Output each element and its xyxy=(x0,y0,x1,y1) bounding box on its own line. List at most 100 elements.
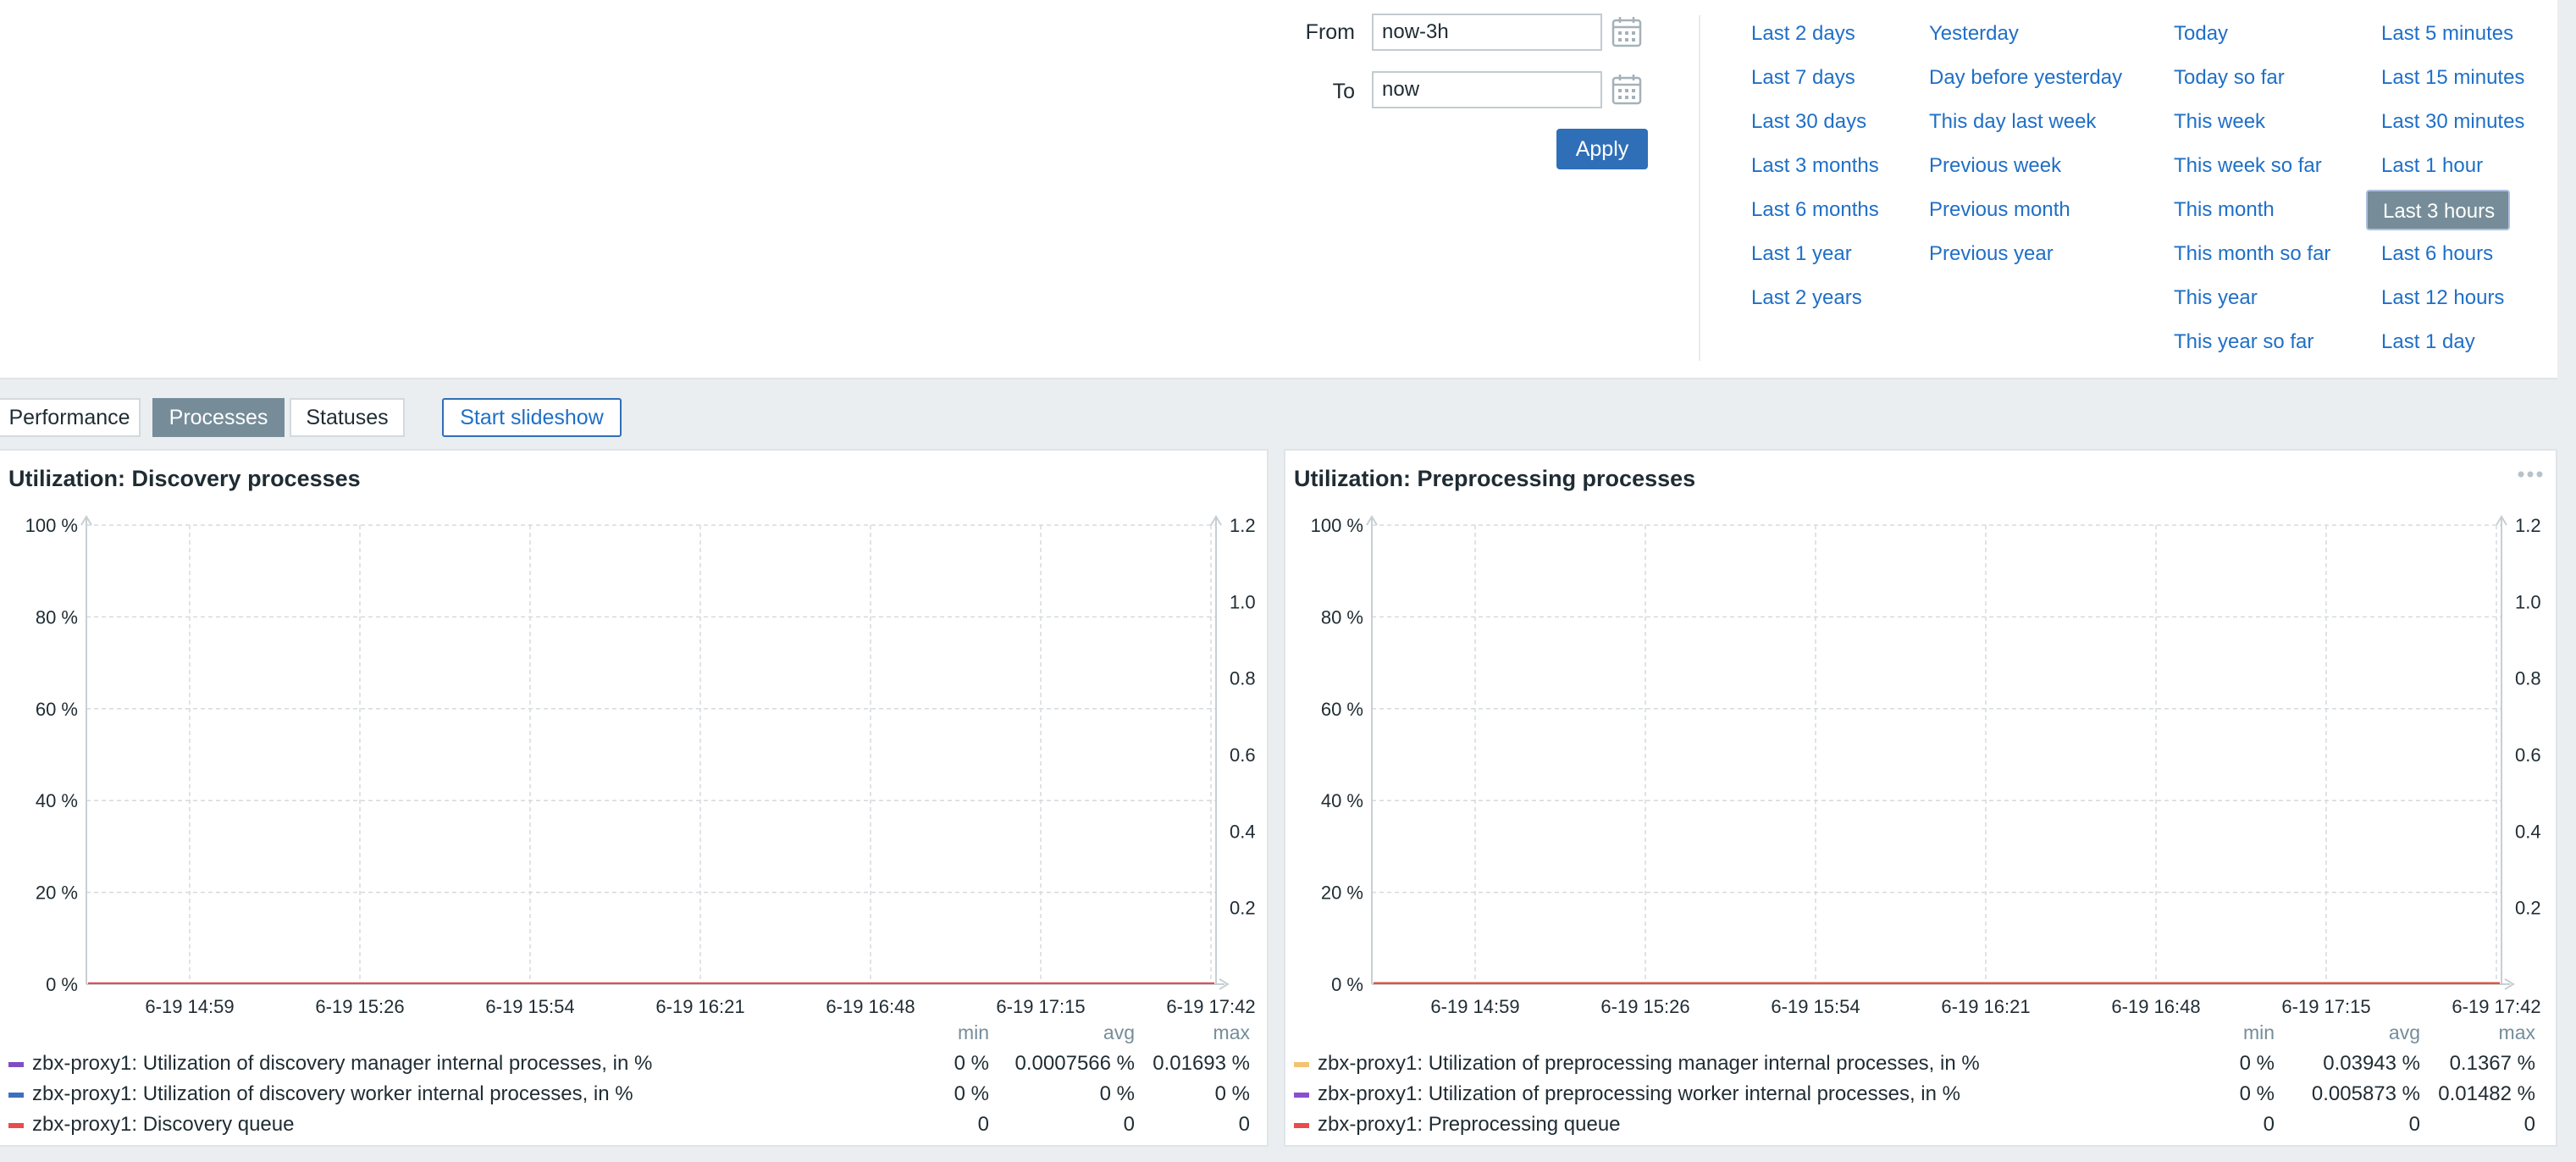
legend-value-max: 0 xyxy=(1238,1113,1250,1136)
y-right-tick-label: 0.6 xyxy=(2515,744,2541,766)
tab-statuses[interactable]: Statuses xyxy=(290,398,405,437)
legend-row: zbx-proxy1: Utilization of discovery man… xyxy=(8,1052,1250,1082)
legend-swatch xyxy=(1294,1123,1309,1128)
quick-range-this-week[interactable]: This week xyxy=(2174,110,2266,133)
widget-title: Utilization: Discovery processes xyxy=(8,466,361,491)
tab-performance[interactable]: Performance xyxy=(0,398,141,437)
y-left-tick-label: 100 % xyxy=(1311,515,1363,536)
quick-range-this-week-so-far[interactable]: This week so far xyxy=(2174,154,2322,177)
y-right-tick-label: 0.8 xyxy=(2515,668,2541,689)
quick-range-last-1-year[interactable]: Last 1 year xyxy=(1751,242,1852,265)
time-selector-divider xyxy=(1699,15,1700,361)
legend-value-min: 0 xyxy=(2263,1113,2275,1136)
quick-range-last-15-minutes[interactable]: Last 15 minutes xyxy=(2381,66,2525,89)
y-left-tick-label: 60 % xyxy=(1321,699,1363,720)
quick-range-previous-year[interactable]: Previous year xyxy=(1929,242,2054,265)
quick-range-last-12-hours[interactable]: Last 12 hours xyxy=(2381,286,2505,309)
y-right-tick-label: 0.4 xyxy=(2515,821,2541,842)
legend-row: zbx-proxy1: Utilization of preprocessing… xyxy=(1294,1082,2535,1113)
legend-series-name: zbx-proxy1: Utilization of discovery man… xyxy=(32,1052,653,1075)
quick-range-last-30-minutes[interactable]: Last 30 minutes xyxy=(2381,110,2525,133)
y-left-tick-label: 80 % xyxy=(36,606,78,628)
x-tick-label: 6-19 15:54 xyxy=(485,996,574,1017)
y-right-tick-label: 0.6 xyxy=(1230,744,1256,766)
from-input[interactable] xyxy=(1372,14,1602,51)
from-calendar-icon[interactable] xyxy=(1611,15,1643,49)
quick-range-today-so-far[interactable]: Today so far xyxy=(2174,66,2285,89)
legend-header-min: min xyxy=(2242,1021,2275,1043)
y-left-tick-label: 20 % xyxy=(1321,883,1363,904)
to-calendar-icon[interactable] xyxy=(1611,73,1643,107)
legend-series-name: zbx-proxy1: Utilization of preprocessing… xyxy=(1318,1082,1960,1105)
legend-header-avg: avg xyxy=(1103,1021,1135,1043)
legend-value-avg: 0 xyxy=(2408,1113,2420,1136)
quick-range-last-2-days[interactable]: Last 2 days xyxy=(1751,22,1855,45)
quick-range-previous-month[interactable]: Previous month xyxy=(1929,198,2070,221)
legend-value-avg: 0.0007566 % xyxy=(1014,1052,1135,1075)
apply-button[interactable]: Apply xyxy=(1556,129,1648,169)
quick-range-last-30-days[interactable]: Last 30 days xyxy=(1751,110,1867,133)
legend-series-name: zbx-proxy1: Utilization of discovery wor… xyxy=(32,1082,633,1105)
quick-range-day-before-yesterday[interactable]: Day before yesterday xyxy=(1929,66,2123,89)
y-left-tick-label: 40 % xyxy=(36,790,78,811)
y-left-tick-label: 0 % xyxy=(1331,974,1363,995)
quick-range-last-3-months[interactable]: Last 3 months xyxy=(1751,154,1879,177)
legend-value-avg: 0.03943 % xyxy=(2323,1052,2420,1075)
legend-row: zbx-proxy1: Utilization of preprocessing… xyxy=(1294,1052,2535,1082)
quick-range-column-days: Last 2 days Last 7 days Last 30 days Last 3… xyxy=(1751,19,1879,327)
legend-swatch xyxy=(8,1123,24,1128)
tab-processes[interactable]: Processes xyxy=(152,398,285,437)
quick-range-this-year[interactable]: This year xyxy=(2174,286,2258,309)
y-left-axis-arrow xyxy=(80,515,92,526)
quick-range-last-1-hour[interactable]: Last 1 hour xyxy=(2381,154,2484,177)
quick-range-yesterday[interactable]: Yesterday xyxy=(1929,22,2019,45)
quick-range-this-day-last-week[interactable]: This day last week xyxy=(1929,110,2097,133)
graph-discovery: 0 % 20 % 40 % 60 % 80 % 100 % 6-19 14:59 6-19 1… xyxy=(25,515,1256,1017)
x-axis-arrow xyxy=(1219,978,1230,990)
y-right-tick-label: 0.4 xyxy=(1230,821,1256,842)
from-label: From xyxy=(1305,20,1355,44)
quick-range-last-6-months[interactable]: Last 6 months xyxy=(1751,198,1879,221)
quick-range-this-year-so-far[interactable]: This year so far xyxy=(2174,330,2314,353)
quick-range-this-month-so-far[interactable]: This month so far xyxy=(2174,242,2331,265)
legend-value-max: 0 xyxy=(2523,1113,2535,1136)
quick-range-last-5-minutes[interactable]: Last 5 minutes xyxy=(2381,22,2514,45)
y-right-tick-label: 1.2 xyxy=(2515,515,2541,536)
legend-value-max: 0 % xyxy=(1214,1082,1250,1105)
quick-range-last-6-hours[interactable]: Last 6 hours xyxy=(2381,242,2494,265)
legend-value-max: 0.01482 % xyxy=(2438,1082,2535,1105)
quick-range-today[interactable]: Today xyxy=(2174,22,2229,45)
quick-range-this-month[interactable]: This month xyxy=(2174,198,2275,221)
quick-range-column-previous: Yesterday Day before yesterday This day la… xyxy=(1929,19,2122,283)
x-tick-label: 6-19 15:54 xyxy=(1771,996,1860,1017)
legend-series-name: zbx-proxy1: Utilization of preprocessing… xyxy=(1318,1052,1980,1075)
to-input[interactable] xyxy=(1372,71,1602,108)
x-tick-label: 6-19 16:21 xyxy=(1941,996,2030,1017)
quick-range-last-7-days[interactable]: Last 7 days xyxy=(1751,66,1855,89)
legend-value-min: 0 % xyxy=(954,1052,989,1075)
widget-menu-icon[interactable] xyxy=(2517,469,2544,479)
quick-range-last-3-hours[interactable]: Last 3 hours xyxy=(2366,190,2510,230)
x-tick-label: 6-19 14:59 xyxy=(145,996,234,1017)
y-right-tick-label: 0.2 xyxy=(2515,898,2541,919)
legend-value-min: 0 xyxy=(977,1113,989,1136)
graph-preprocessing: 0 % 20 % 40 % 60 % 80 % 100 % 6-19 14:59 6-19 1… xyxy=(1311,515,2541,1017)
y-right-axis-arrow xyxy=(1210,515,1222,526)
legend-value-avg: 0.005873 % xyxy=(2311,1082,2420,1105)
y-right-tick-label: 1.0 xyxy=(2515,591,2541,612)
y-left-tick-label: 80 % xyxy=(1321,606,1363,628)
x-tick-label: 6-19 17:42 xyxy=(1166,996,1255,1017)
legend-value-avg: 0 xyxy=(1123,1113,1135,1136)
quick-range-last-1-day[interactable]: Last 1 day xyxy=(2381,330,2475,353)
widget-title: Utilization: Preprocessing processes xyxy=(1294,466,1696,491)
quick-range-column-recent: Last 5 minutes Last 15 minutes Last 30 min… xyxy=(2366,19,2525,371)
quick-range-previous-week[interactable]: Previous week xyxy=(1929,154,2062,177)
quick-range-last-2-years[interactable]: Last 2 years xyxy=(1751,286,1862,309)
graph-widget-preprocessing: Utilization: Preprocessing processes 0 %… xyxy=(1284,449,2557,1147)
y-left-tick-label: 100 % xyxy=(25,515,78,536)
start-slideshow-button[interactable]: Start slideshow xyxy=(442,398,622,437)
x-tick-label: 6-19 15:26 xyxy=(1600,996,1689,1017)
x-tick-label: 6-19 17:42 xyxy=(2452,996,2540,1017)
x-tick-label: 6-19 14:59 xyxy=(1430,996,1519,1017)
